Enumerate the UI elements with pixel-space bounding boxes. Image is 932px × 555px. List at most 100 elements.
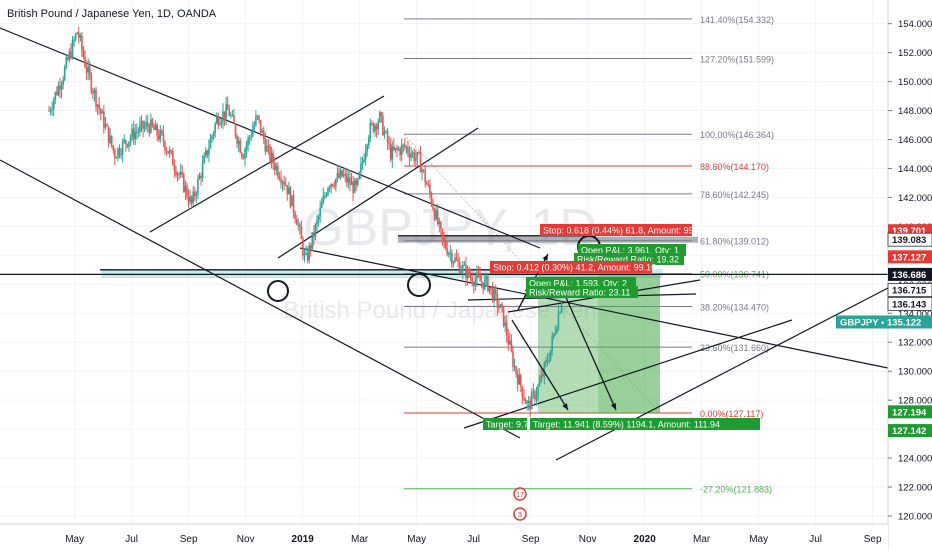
price-marker[interactable] (888, 267, 932, 281)
projection-arrow[interactable] (511, 319, 569, 411)
candle-body (430, 193, 433, 204)
candle-body (556, 328, 558, 334)
candle-body (541, 374, 544, 377)
price-axis[interactable]: 120.000122.000124.000126.000128.000130.0… (836, 0, 932, 550)
trend-line[interactable] (277, 127, 479, 259)
candle-body (226, 104, 229, 110)
candle-body (192, 191, 195, 203)
candle-body (92, 91, 94, 94)
candle-body (364, 151, 367, 160)
candle-body (68, 51, 71, 60)
price-marker[interactable] (887, 296, 932, 311)
candle-body (170, 150, 173, 152)
candle-body (480, 280, 483, 283)
position-label-box[interactable] (490, 261, 652, 273)
candle-body (454, 257, 456, 262)
fib-level-label: 127.20%(151.599) (700, 54, 774, 64)
candle-body (405, 146, 408, 148)
fib-level-label: 88.60%(144.170) (700, 162, 769, 172)
candle-body (358, 172, 361, 179)
candle-body (498, 307, 500, 309)
price-marker-label: 139.701 (892, 226, 927, 237)
trend-line[interactable] (0, 27, 541, 249)
candle-body (84, 57, 86, 68)
candle-body (402, 144, 405, 146)
candle-body (383, 131, 386, 136)
candle-body (277, 165, 279, 177)
position-label-box[interactable] (483, 418, 527, 430)
candle-body (545, 360, 547, 363)
candle-body (385, 131, 387, 133)
candle-body (262, 130, 265, 140)
candle-body (184, 185, 187, 192)
candle-body (197, 179, 199, 195)
price-marker[interactable] (836, 315, 932, 329)
projection-arrow[interactable] (559, 283, 617, 411)
trend-line[interactable] (149, 95, 385, 233)
price-marker-label: 136.143 (892, 299, 926, 310)
candle-body (220, 121, 223, 124)
candle-body (527, 400, 530, 403)
price-marker[interactable] (887, 283, 932, 298)
trend-line[interactable] (463, 319, 793, 429)
price-tick-label: 134.000 (898, 309, 932, 320)
time-tick-label: Sep (522, 534, 540, 545)
candle-body (157, 135, 160, 140)
candle-body (129, 137, 132, 142)
position-label-box[interactable] (540, 224, 692, 236)
candle-body (537, 385, 539, 395)
candle-body (242, 156, 245, 159)
arrow-head (542, 254, 548, 261)
candle-body (244, 149, 246, 159)
candle-body (327, 188, 329, 196)
position-labels[interactable]: Stop: 0.618 (0.44%) 61.8, Amount: 99.38 O… (483, 224, 760, 430)
price-tick-label: 120.000 (898, 512, 932, 523)
price-marker[interactable] (888, 405, 932, 419)
event-badge[interactable] (513, 507, 527, 521)
price-marker[interactable] (888, 424, 932, 438)
time-tick-label: Jul (125, 534, 138, 545)
candle-body (281, 181, 284, 184)
candle-body (150, 119, 152, 133)
candle-body (131, 128, 133, 138)
price-tick-label: 154.000 (898, 19, 932, 30)
chart-title: British Pound / Japanese Yen, 1D, OANDA (7, 8, 217, 20)
candle-body (71, 40, 74, 58)
price-marker[interactable] (888, 250, 932, 264)
candle-body (494, 289, 497, 294)
candle-body (70, 51, 72, 58)
candle-body (408, 152, 411, 158)
candle-body (552, 333, 555, 338)
candle-body (112, 145, 115, 151)
watermark-name: British Pound / Japanese Yen (283, 297, 597, 324)
position-label-box[interactable] (526, 286, 638, 298)
candle-body (284, 184, 287, 186)
candle-body (115, 157, 118, 159)
trend-line[interactable] (299, 247, 889, 369)
event-badge[interactable] (513, 487, 527, 501)
pivot-circle[interactable] (407, 273, 431, 297)
price-marker[interactable] (887, 232, 932, 247)
candle-body (479, 275, 481, 281)
fib-level-label: 38.20%(134.470) (700, 302, 769, 312)
candle-body (195, 194, 198, 197)
candle-body (396, 147, 398, 150)
candle-body (214, 123, 216, 133)
resistance-zone[interactable] (398, 236, 698, 243)
candle-body (303, 253, 306, 256)
position-label-box[interactable] (530, 418, 760, 430)
trend-line[interactable] (0, 159, 521, 439)
time-axis[interactable]: May Jul Sep Nov 2019 Mar May Jul Sep Nov 2020 Mar Ma… (0, 523, 888, 550)
trend-line[interactable] (555, 287, 889, 461)
candle-body (469, 275, 472, 279)
pivot-circle[interactable] (267, 280, 289, 302)
fibonacci-levels[interactable]: 141.40%(154.332) 127.20%(151.599) 100.00%(… (403, 15, 774, 495)
candle-body (79, 35, 82, 38)
candle-body (418, 152, 420, 154)
event-badges[interactable]: 17 3 (513, 487, 527, 521)
candle-body (452, 261, 455, 264)
candle-body (76, 32, 79, 35)
position-zones[interactable] (0, 235, 888, 413)
candle-body (474, 279, 477, 287)
